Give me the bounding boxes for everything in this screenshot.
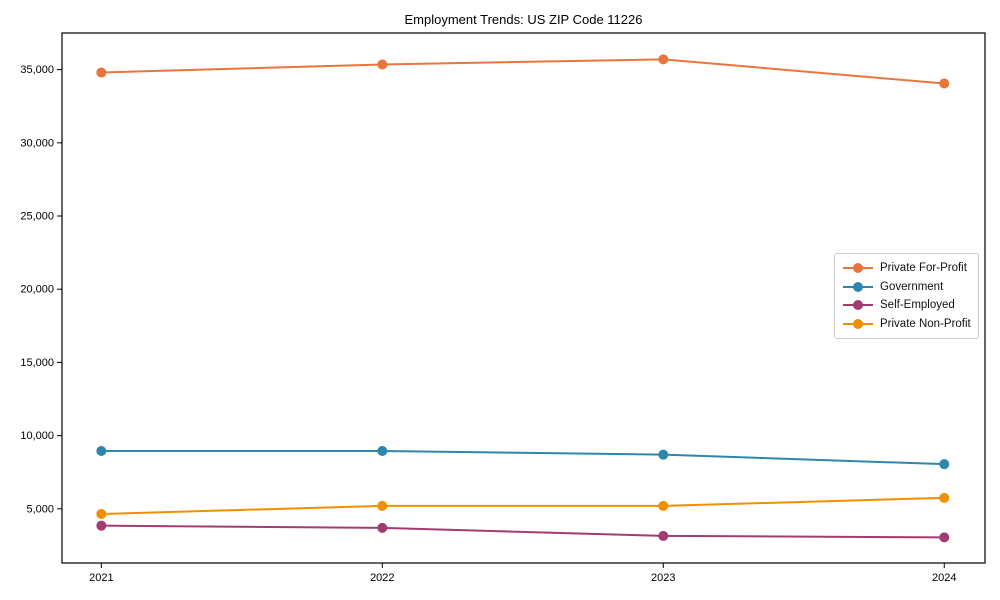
legend-label-government: Government (880, 280, 944, 293)
y-axis-tick-label: 25,000 (20, 211, 54, 223)
series-point-private-non-profit (377, 500, 388, 511)
series-line-private-non-profit (100, 496, 946, 515)
series-point-private-for-profit (96, 67, 107, 78)
y-axis-tick-label: 30,000 (20, 137, 54, 149)
y-axis-tick-label: 10,000 (20, 430, 54, 442)
series-point-private-non-profit (939, 492, 950, 503)
legend-label-self-employed: Self-Employed (880, 299, 955, 312)
y-axis-tick-label: 15,000 (20, 357, 54, 369)
series-point-private-non-profit (96, 508, 107, 519)
series-point-government (939, 459, 950, 470)
legend: Private For-Profit Government Self-Emplo… (834, 253, 979, 339)
legend-label-private-non-profit: Private Non-Profit (880, 317, 971, 330)
series-line-self-employed (100, 524, 946, 539)
line-dot-marker-icon (843, 281, 873, 292)
x-axis-tick-label: 2024 (932, 572, 956, 584)
series-point-private-for-profit (939, 78, 950, 89)
line-dot-marker-icon (843, 263, 873, 274)
series-point-private-for-profit (658, 54, 669, 65)
series-point-self-employed (377, 522, 388, 533)
y-axis-tick-label: 35,000 (20, 64, 54, 76)
line-dot-marker-icon (843, 300, 873, 311)
legend-label-private-for-profit: Private For-Profit (880, 262, 967, 275)
series-point-government (658, 449, 669, 460)
series-line-private-for-profit (100, 58, 946, 85)
legend-item-private-for-profit: Private For-Profit (843, 262, 970, 274)
series-point-government (377, 445, 388, 456)
x-axis-tick-label: 2022 (370, 572, 394, 584)
x-axis-tick-label: 2023 (651, 572, 675, 584)
series-point-government (96, 445, 107, 456)
series-point-self-employed (939, 532, 950, 543)
series-line-government (100, 449, 946, 466)
legend-item-private-non-profit: Private Non-Profit (843, 317, 971, 330)
y-axis-tick-label: 20,000 (20, 284, 54, 296)
series-point-self-employed (658, 530, 669, 541)
x-axis-tick-label: 2021 (89, 572, 113, 584)
series-point-private-for-profit (377, 59, 388, 70)
series-point-private-non-profit (658, 500, 669, 511)
series-point-self-employed (96, 520, 107, 531)
plot-frame (61, 32, 986, 564)
legend-item-government: Government (843, 281, 970, 293)
chart-title: Employment Trends: US ZIP Code 11226 (404, 12, 643, 27)
line-dot-marker-icon (843, 318, 873, 329)
y-axis-tick-label: 5,000 (26, 503, 54, 515)
legend-item-self-employed: Self-Employed (843, 299, 970, 311)
